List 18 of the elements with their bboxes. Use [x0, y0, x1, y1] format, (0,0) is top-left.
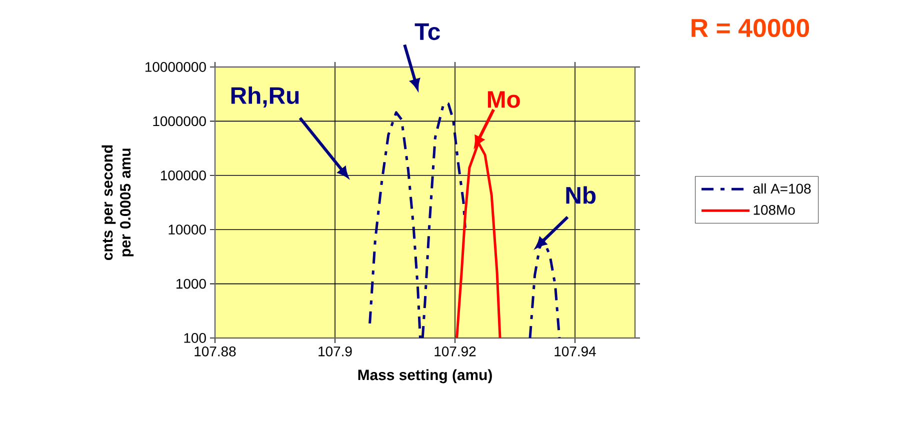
y-tick-label: 100 — [184, 333, 206, 343]
y-axis-title: cnts per second per 0.0005 amu — [102, 145, 134, 260]
x-tick-label: 107.88 — [194, 346, 236, 356]
annotation: Rh,Ru — [231, 86, 299, 108]
y-tick-label: 10000 — [168, 224, 206, 235]
y-tick-label: 10000000 — [145, 62, 206, 72]
x-tick-label: 107.94 — [554, 346, 596, 356]
annotation: Tc — [414, 23, 440, 40]
legend-label: 108Mo — [754, 204, 795, 215]
x-tick-label: 107.92 — [434, 346, 476, 356]
x-axis-title: Mass setting (amu) — [358, 369, 492, 384]
y-tick-label: 1000000 — [153, 116, 206, 126]
text: R = 40000 — [692, 18, 810, 38]
legend-label: all A=108 — [753, 183, 811, 194]
y-tick-label: 100000 — [161, 170, 206, 180]
y-tick-label: 1000 — [176, 278, 206, 289]
x-tick-label: 107.9 — [318, 346, 352, 356]
annotation: Mo — [488, 91, 520, 108]
